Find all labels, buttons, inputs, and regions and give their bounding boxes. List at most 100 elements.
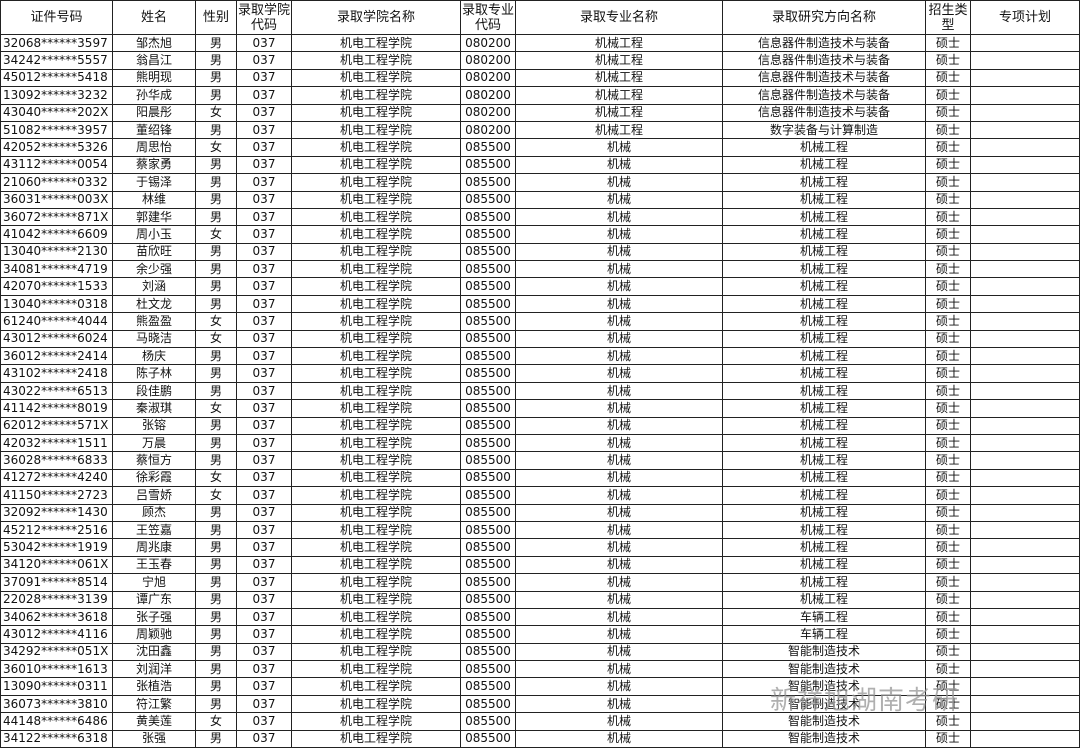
cell: 机械工程 (722, 277, 926, 296)
cell: 机电工程学院 (291, 242, 461, 262)
cell: 机械 (515, 138, 723, 157)
cell: 硕士 (925, 503, 971, 522)
cell: 037 (236, 694, 292, 714)
cell: 037 (236, 68, 292, 88)
cell: 085500 (460, 660, 516, 679)
table-row: 13040******0318 杜文龙男 037 机电工程学院 085500 机械 机械工程… (0, 294, 1080, 314)
cell: 085500 (460, 416, 516, 435)
cell: 机械 (515, 520, 723, 540)
table-row: 43012******4116 周颖驰男 037 机电工程学院 085500 机械 车辆工程… (0, 625, 1080, 644)
cell: 男 (195, 677, 237, 696)
cell: 机电工程学院 (291, 312, 461, 331)
cell: 41042******6609 (0, 225, 113, 244)
table-row: 36012******2414 杨庆男 037 机电工程学院 085500 机械 机械工程硕… (0, 347, 1080, 366)
cell: 硕士 (925, 225, 971, 244)
empty-cell (970, 660, 1080, 679)
cell: 037 (236, 51, 292, 70)
cell: 037 (236, 138, 292, 157)
cell: 女 (195, 468, 237, 488)
cell: 王笠嘉 (112, 520, 196, 540)
cell: 机械工程 (515, 120, 723, 140)
cell: 孙华成 (112, 86, 196, 105)
cell: 机电工程学院 (291, 573, 461, 592)
cell: 085500 (460, 225, 516, 244)
cell: 机械 (515, 277, 723, 296)
column-header: 证件号码 (0, 0, 113, 35)
cell: 037 (236, 607, 292, 627)
cell: 硕士 (925, 381, 971, 401)
cell: 085500 (460, 399, 516, 418)
cell: 女 (195, 225, 237, 244)
cell: 037 (236, 347, 292, 366)
cell: 女 (195, 399, 237, 418)
cell: 机电工程学院 (291, 120, 461, 140)
table-row: 13040******2130 苗欣旺男 037 机电工程学院 085500 机械 机械工程… (0, 242, 1080, 262)
cell: 机电工程学院 (291, 729, 461, 748)
table-row: 34062******3618 张子强男 037 机电工程学院 085500 机械 车辆工程… (0, 607, 1080, 627)
cell: 硕士 (925, 155, 971, 175)
column-header: 性别 (195, 0, 237, 35)
cell: 085500 (460, 590, 516, 609)
cell: 硕士 (925, 607, 971, 627)
cell: 085500 (460, 729, 516, 748)
table-body: 32068******3597 邹杰旭男 037 机电工程学院 080200 机械工程 信息… (0, 33, 1080, 748)
cell: 61240******4044 (0, 312, 113, 331)
cell: 43102******2418 (0, 364, 113, 383)
cell: 吕雪娇 (112, 486, 196, 505)
cell: 机电工程学院 (291, 364, 461, 383)
cell: 机械工程 (722, 416, 926, 435)
cell: 硕士 (925, 190, 971, 209)
cell: 机电工程学院 (291, 399, 461, 418)
cell: 郭建华 (112, 207, 196, 227)
cell: 硕士 (925, 138, 971, 157)
empty-cell (970, 677, 1080, 696)
cell: 王玉春 (112, 555, 196, 575)
cell: 037 (236, 329, 292, 349)
cell: 机械工程 (722, 364, 926, 383)
cell: 机电工程学院 (291, 260, 461, 279)
cell: 蔡家勇 (112, 155, 196, 175)
table-row: 43102******2418 陈子林男 037 机电工程学院 085500 机械 机械工程… (0, 364, 1080, 383)
cell: 段佳鹏 (112, 381, 196, 401)
table-row: 36072******871X 郭建华男 037 机电工程学院 085500 机械 机械工程… (0, 207, 1080, 227)
table-row: 41042******6609 周小玉女 037 机电工程学院 085500 机械 机械工程… (0, 225, 1080, 244)
header-row: 证件号码 姓名 性别 录取学院代码 录取学院名称 录取专业代码 录取专业名称 录取研究方向名称… (0, 0, 1080, 35)
cell: 机械 (515, 173, 723, 192)
cell: 男 (195, 607, 237, 627)
cell: 037 (236, 103, 292, 122)
cell: 机械工程 (722, 381, 926, 401)
table-row: 41272******4240 徐彩霞女 037 机电工程学院 085500 机械 机械工程… (0, 468, 1080, 488)
empty-cell (970, 399, 1080, 418)
cell: 硕士 (925, 51, 971, 70)
cell: 男 (195, 520, 237, 540)
cell: 男 (195, 642, 237, 662)
cell: 085500 (460, 294, 516, 314)
cell: 13090******0311 (0, 677, 113, 696)
empty-cell (970, 486, 1080, 505)
cell: 男 (195, 590, 237, 609)
cell: 机械工程 (722, 190, 926, 209)
cell: 顾杰 (112, 503, 196, 522)
cell: 085500 (460, 451, 516, 470)
empty-cell (970, 190, 1080, 209)
cell: 女 (195, 712, 237, 731)
cell: 数字装备与计算制造 (722, 120, 926, 140)
cell: 阳晨彤 (112, 103, 196, 122)
cell: 085500 (460, 312, 516, 331)
cell: 机械工程 (722, 590, 926, 609)
cell: 机械工程 (722, 503, 926, 522)
table-row: 43112******0054 蔡家勇男 037 机电工程学院 085500 机械 机械工程… (0, 155, 1080, 175)
cell: 谭广东 (112, 590, 196, 609)
cell: 男 (195, 51, 237, 70)
cell: 硕士 (925, 103, 971, 122)
empty-cell (970, 86, 1080, 105)
empty-cell (970, 347, 1080, 366)
cell: 余少强 (112, 260, 196, 279)
cell: 037 (236, 590, 292, 609)
cell: 037 (236, 312, 292, 331)
cell: 44148******6486 (0, 712, 113, 731)
cell: 符江繁 (112, 694, 196, 714)
cell: 硕士 (925, 260, 971, 279)
cell: 机械工程 (515, 103, 723, 122)
cell: 机械 (515, 538, 723, 557)
